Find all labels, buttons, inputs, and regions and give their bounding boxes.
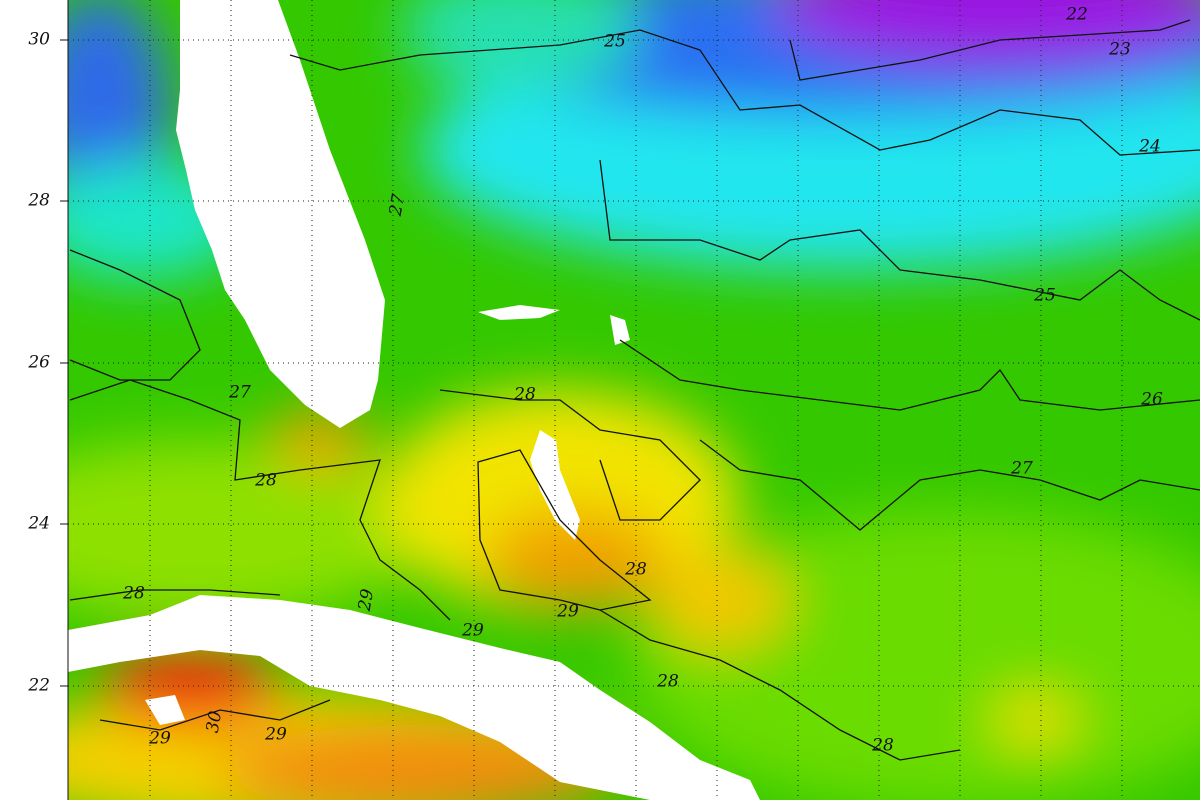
contour-label: 27: [1010, 459, 1033, 479]
contour-label: 28: [871, 736, 894, 756]
florida: [176, 0, 385, 428]
cuba: [68, 595, 760, 800]
contour-label: 24: [1138, 137, 1161, 157]
contour-label: 29: [556, 602, 579, 622]
latitude-label: 24: [27, 514, 50, 534]
contour-label: 28: [122, 584, 145, 604]
contour-label: 25: [1033, 286, 1056, 306]
latitude-label: 28: [27, 191, 50, 211]
contour-label: 28: [656, 672, 679, 692]
contour-label: 27: [228, 383, 251, 403]
contour-label: 28: [513, 385, 536, 405]
contour-label: 29: [148, 729, 171, 749]
contour-label: 29: [264, 725, 287, 745]
abaco: [610, 315, 630, 345]
grand-bahama: [478, 305, 560, 320]
contour-label: 25: [603, 32, 626, 52]
contour-label: 23: [1108, 40, 1131, 60]
latitude-label: 22: [27, 676, 50, 696]
isle-of-youth: [145, 695, 185, 725]
contour-label: 26: [1140, 390, 1163, 410]
contour-label: 30: [203, 709, 226, 734]
contour-label: 28: [624, 560, 647, 580]
contour-label: 29: [355, 587, 379, 613]
labels: 30 28 26 24 22 25 22 23 24 25 26 27 27 27 28 28 28 28 29 29…: [27, 5, 1163, 756]
latitude-label: 30: [28, 30, 50, 50]
contour-label: 22: [1065, 5, 1088, 25]
contour-label: 29: [461, 621, 484, 641]
land: [68, 0, 760, 800]
contour-label: 28: [254, 471, 277, 491]
latitude-label: 26: [27, 353, 50, 373]
contour-label: 27: [386, 192, 410, 218]
graticule: [60, 0, 1200, 800]
